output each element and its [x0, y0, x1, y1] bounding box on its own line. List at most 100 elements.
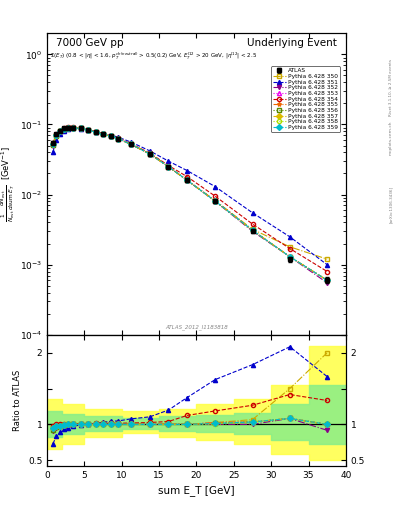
Text: 7000 GeV pp: 7000 GeV pp: [56, 38, 124, 48]
Pythia 6.428 359: [116, 136, 120, 142]
Pythia 6.428 358: [213, 198, 218, 204]
Pythia 6.428 355: [62, 125, 66, 132]
Pythia 6.428 350: [86, 127, 90, 133]
Pythia 6.428 357: [54, 132, 59, 138]
Pythia 6.428 357: [101, 131, 105, 137]
Pythia 6.428 355: [58, 128, 62, 134]
Pythia 6.428 358: [288, 253, 292, 260]
Pythia 6.428 359: [54, 132, 59, 138]
Pythia 6.428 356: [71, 124, 75, 131]
Pythia 6.428 353: [325, 277, 329, 283]
Pythia 6.428 354: [166, 162, 171, 168]
Pythia 6.428 357: [129, 141, 134, 147]
Pythia 6.428 352: [325, 280, 329, 286]
Pythia 6.428 354: [62, 125, 66, 132]
Pythia 6.428 351: [166, 158, 171, 164]
Pythia 6.428 352: [288, 253, 292, 260]
Pythia 6.428 358: [325, 277, 329, 283]
Pythia 6.428 351: [288, 234, 292, 240]
Line: Pythia 6.428 358: Pythia 6.428 358: [51, 125, 329, 282]
Pythia 6.428 350: [185, 177, 189, 183]
Pythia 6.428 357: [71, 124, 75, 131]
Pythia 6.428 350: [250, 226, 255, 232]
Pythia 6.428 355: [54, 132, 59, 138]
Pythia 6.428 354: [325, 268, 329, 274]
Pythia 6.428 359: [93, 129, 98, 135]
Pythia 6.428 358: [108, 133, 113, 139]
Pythia 6.428 355: [50, 141, 55, 147]
Pythia 6.428 351: [116, 134, 120, 140]
Pythia 6.428 357: [213, 198, 218, 204]
Pythia 6.428 356: [101, 131, 105, 137]
Pythia 6.428 350: [65, 124, 70, 131]
Pythia 6.428 350: [101, 131, 105, 137]
Pythia 6.428 352: [108, 133, 113, 139]
Pythia 6.428 352: [166, 164, 171, 170]
Pythia 6.428 356: [213, 198, 218, 204]
Pythia 6.428 359: [50, 141, 55, 147]
Pythia 6.428 352: [213, 198, 218, 204]
Pythia 6.428 350: [147, 151, 152, 157]
Pythia 6.428 355: [86, 127, 90, 133]
Pythia 6.428 358: [65, 124, 70, 131]
Pythia 6.428 350: [213, 198, 218, 204]
Pythia 6.428 358: [54, 132, 59, 138]
Pythia 6.428 352: [129, 141, 134, 147]
Pythia 6.428 359: [71, 124, 75, 131]
Pythia 6.428 357: [50, 141, 55, 147]
Pythia 6.428 359: [86, 127, 90, 133]
Pythia 6.428 359: [288, 253, 292, 260]
Pythia 6.428 351: [78, 125, 83, 132]
Pythia 6.428 350: [325, 256, 329, 262]
Pythia 6.428 359: [78, 125, 83, 132]
Pythia 6.428 351: [101, 130, 105, 136]
Pythia 6.428 359: [147, 151, 152, 157]
Pythia 6.428 356: [147, 151, 152, 157]
Pythia 6.428 356: [86, 127, 90, 133]
Pythia 6.428 357: [166, 164, 171, 170]
Pythia 6.428 353: [50, 141, 55, 147]
Pythia 6.428 353: [147, 151, 152, 157]
Pythia 6.428 357: [108, 133, 113, 139]
Pythia 6.428 353: [288, 253, 292, 260]
Pythia 6.428 357: [325, 277, 329, 283]
Pythia 6.428 350: [54, 132, 59, 138]
Pythia 6.428 358: [185, 177, 189, 183]
Pythia 6.428 358: [86, 127, 90, 133]
Pythia 6.428 354: [86, 127, 90, 133]
Pythia 6.428 359: [166, 164, 171, 170]
Pythia 6.428 359: [129, 141, 134, 147]
Pythia 6.428 351: [58, 131, 62, 137]
Pythia 6.428 359: [65, 124, 70, 131]
Pythia 6.428 359: [250, 227, 255, 233]
Pythia 6.428 358: [250, 227, 255, 233]
Pythia 6.428 351: [62, 127, 66, 134]
Pythia 6.428 350: [78, 125, 83, 132]
Pythia 6.428 359: [185, 177, 189, 183]
Text: ATLAS_2012_I1183818: ATLAS_2012_I1183818: [165, 325, 228, 330]
Pythia 6.428 352: [71, 124, 75, 131]
Legend: ATLAS, Pythia 6.428 350, Pythia 6.428 351, Pythia 6.428 352, Pythia 6.428 353, P: ATLAS, Pythia 6.428 350, Pythia 6.428 35…: [271, 67, 340, 132]
Pythia 6.428 357: [78, 125, 83, 132]
Pythia 6.428 353: [116, 136, 120, 142]
Pythia 6.428 356: [250, 227, 255, 233]
Pythia 6.428 352: [185, 177, 189, 183]
Pythia 6.428 356: [78, 125, 83, 132]
Pythia 6.428 353: [185, 177, 189, 183]
Pythia 6.428 354: [65, 124, 70, 131]
Pythia 6.428 358: [78, 125, 83, 132]
Pythia 6.428 358: [71, 124, 75, 131]
Pythia 6.428 352: [116, 136, 120, 142]
Pythia 6.428 356: [166, 164, 171, 170]
Pythia 6.428 355: [288, 253, 292, 260]
Pythia 6.428 351: [213, 183, 218, 189]
Pythia 6.428 350: [71, 124, 75, 131]
Pythia 6.428 357: [116, 136, 120, 142]
Pythia 6.428 355: [101, 131, 105, 137]
Pythia 6.428 352: [65, 125, 70, 131]
Pythia 6.428 357: [185, 177, 189, 183]
Pythia 6.428 352: [86, 127, 90, 133]
Pythia 6.428 351: [147, 148, 152, 154]
Pythia 6.428 350: [129, 141, 134, 147]
Pythia 6.428 352: [50, 142, 55, 148]
